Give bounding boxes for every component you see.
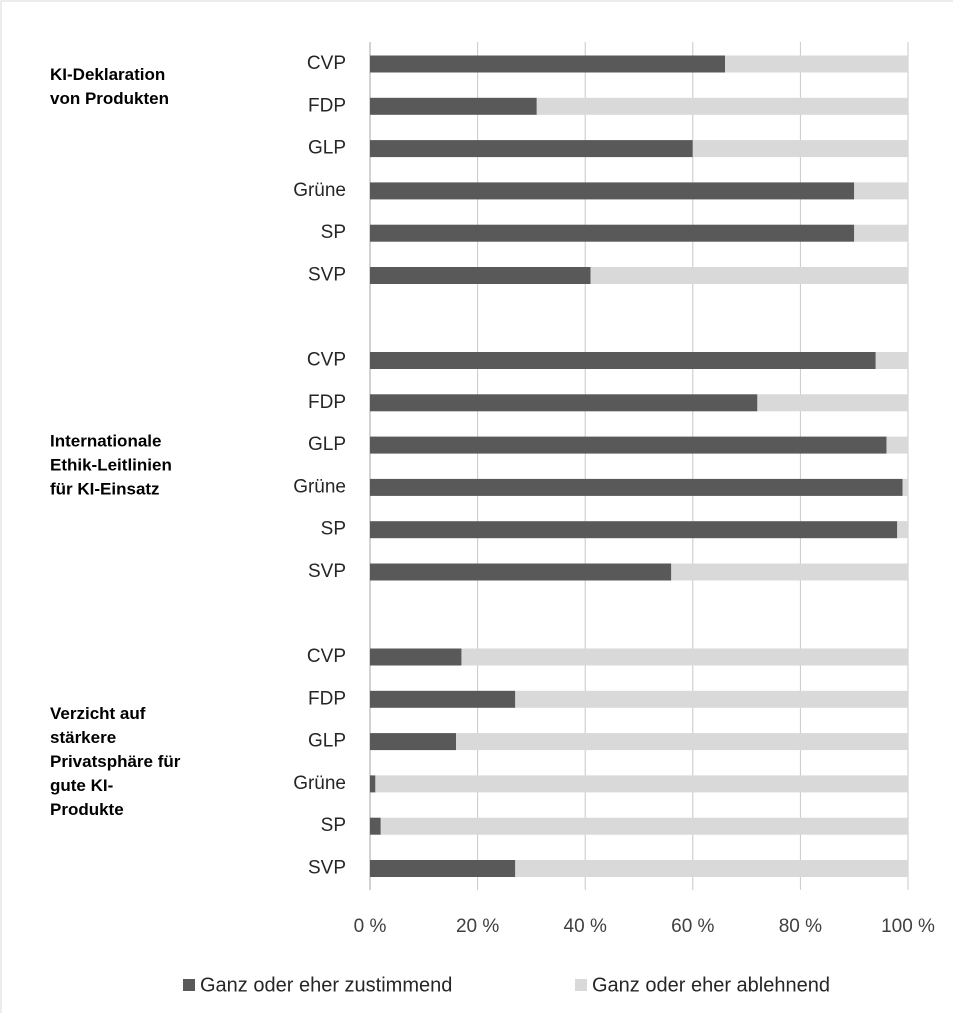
bar-segment [692, 140, 908, 158]
bar-segment [370, 478, 903, 496]
x-tick-label: 0 % [354, 916, 387, 937]
x-tick-label: 60 % [671, 916, 714, 937]
y-tick-label: SP [321, 519, 346, 540]
bar-segment [370, 690, 516, 708]
y-tick-label: SP [321, 815, 346, 836]
group-label: für KI-Einsatz [50, 480, 160, 499]
group-label: gute KI- [50, 776, 113, 795]
y-tick-label: FDP [308, 95, 346, 116]
legend-label: Ganz oder eher ablehnend [592, 974, 830, 996]
group-label: KI-Deklaration [50, 65, 165, 84]
y-tick-label: CVP [307, 646, 346, 667]
legend-label: Ganz oder eher zustimmend [200, 974, 452, 996]
bar-segment [370, 436, 887, 454]
bar-segment [380, 817, 908, 835]
bar-segment [370, 775, 376, 793]
bar-segment [897, 521, 908, 539]
bar-segment [375, 775, 908, 793]
y-tick-label: FDP [308, 392, 346, 413]
y-tick-label: Grüne [293, 773, 346, 794]
bar-segment [370, 352, 876, 369]
bar-segment [370, 140, 693, 158]
y-tick-label: CVP [307, 350, 346, 371]
x-tick-label: 100 % [881, 916, 935, 937]
bar-segment [370, 182, 855, 200]
group-label: Ethik-Leitlinien [50, 456, 172, 475]
y-tick-label: SVP [308, 265, 346, 286]
y-tick-label: CVP [307, 53, 346, 74]
group-label: Internationale [50, 432, 161, 451]
x-tick-label: 20 % [456, 916, 499, 937]
bar-segment [370, 521, 898, 539]
x-tick-label: 40 % [564, 916, 607, 937]
bar-segment [536, 97, 908, 115]
group-label: Produkte [50, 800, 124, 819]
legend-swatch [183, 979, 195, 991]
bar-segment [370, 860, 516, 877]
bar-segment [370, 648, 462, 666]
x-tick-label: 80 % [779, 916, 822, 937]
bar-segment [854, 224, 908, 242]
bar-segment [370, 55, 726, 73]
bar-segment [515, 690, 908, 708]
bar-segment [886, 436, 908, 454]
y-tick-label: SVP [308, 858, 346, 879]
bar-segment [902, 478, 908, 496]
group-label: Privatsphäre für [50, 752, 181, 771]
bar-segment [590, 267, 908, 284]
bar-segment [370, 817, 381, 835]
bar-segment [370, 224, 855, 242]
group-label: Verzicht auf [50, 704, 146, 723]
y-tick-label: FDP [308, 688, 346, 709]
y-tick-label: SP [321, 222, 346, 243]
bar-segment [854, 182, 908, 200]
bar-segment [370, 97, 537, 115]
legend-swatch [575, 979, 587, 991]
y-tick-label: GLP [308, 731, 346, 752]
y-tick-label: Grüne [293, 180, 346, 201]
bar-segment [757, 394, 908, 412]
bar-segment [461, 648, 908, 666]
bar-segment [370, 267, 591, 284]
bar-segment [515, 860, 908, 877]
bar-segment [725, 55, 908, 73]
bar-segment [370, 563, 672, 581]
bar-segment [671, 563, 908, 581]
bar-segment [370, 394, 758, 412]
y-tick-label: GLP [308, 434, 346, 455]
bar-segment [456, 733, 908, 751]
group-label: von Produkten [50, 89, 169, 108]
y-tick-label: GLP [308, 138, 346, 159]
bar-segment [875, 352, 908, 369]
group-label: stärkere [50, 728, 116, 747]
y-tick-label: Grüne [293, 476, 346, 497]
y-tick-label: SVP [308, 561, 346, 582]
bar-segment [370, 733, 457, 751]
